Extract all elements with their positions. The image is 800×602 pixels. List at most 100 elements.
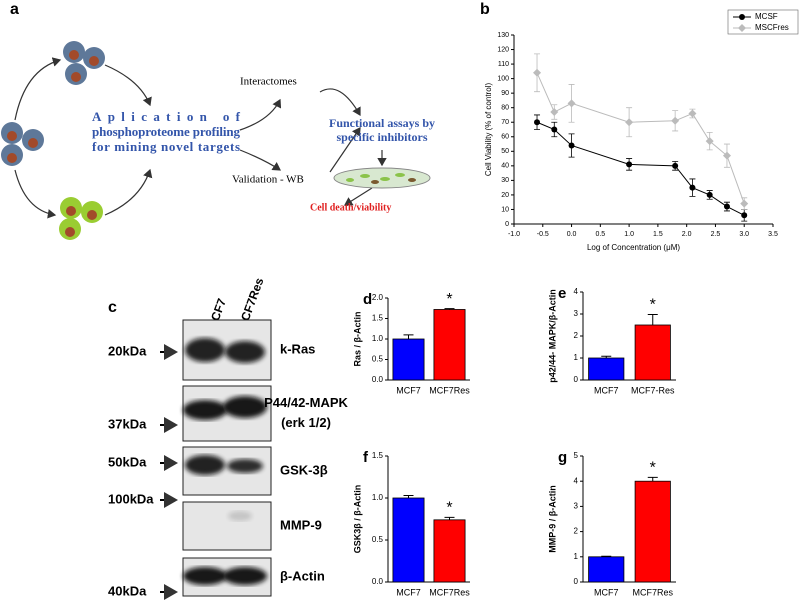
- x-tick-label: 3.5: [768, 231, 778, 238]
- marker-label: 20kDa: [108, 343, 147, 358]
- x-tick-label: MCF7: [594, 587, 619, 597]
- point: [706, 191, 713, 198]
- y-tick-label: 0: [505, 221, 509, 228]
- y-axis-label: GSK3β / β-Actin: [352, 485, 362, 554]
- point: [534, 119, 541, 126]
- point: [672, 162, 679, 169]
- bar: [634, 324, 671, 381]
- y-tick-label: 130: [497, 32, 509, 39]
- y-tick-label: 20: [501, 192, 509, 199]
- legend-label: MSCFres: [755, 23, 789, 32]
- y-tick-label: 0.5: [372, 535, 384, 544]
- bar: [392, 338, 425, 381]
- annotation: *: [650, 297, 656, 314]
- x-tick-label: 1.0: [624, 231, 634, 238]
- legend-marker: [738, 24, 746, 32]
- band: [225, 341, 265, 363]
- legend-box: [727, 9, 799, 35]
- marker-label: 50kDa: [108, 454, 147, 469]
- y-tick-label: 80: [501, 105, 509, 112]
- bar: [588, 556, 625, 583]
- x-tick-label: 3.0: [739, 231, 749, 238]
- band: [183, 567, 227, 585]
- y-tick-label: 1: [574, 353, 579, 362]
- error-bar: [444, 516, 455, 520]
- center-text: for mining novel targets: [92, 139, 240, 154]
- y-tick-label: 2: [574, 331, 579, 340]
- y-tick-label: 120: [497, 46, 509, 53]
- legend-marker: [739, 14, 745, 20]
- error-bar: [647, 476, 658, 482]
- panel-label: a: [10, 1, 19, 18]
- cells-top: [63, 41, 105, 85]
- error-bar: [403, 334, 414, 339]
- y-axis-label: MMP-9 / β-Actin: [547, 485, 557, 553]
- marker-label: 37kDa: [108, 416, 147, 431]
- bar: [433, 519, 466, 583]
- protein-label: MMP-9: [280, 517, 322, 532]
- y-tick-label: 0.0: [372, 577, 384, 586]
- protein-label: P44/42-MAPK: [264, 395, 348, 410]
- y-tick-label: 0.0: [372, 375, 384, 384]
- y-axis-label: Ras / β-Actin: [352, 311, 362, 366]
- series-line: [536, 121, 745, 216]
- point: [625, 118, 634, 127]
- x-tick-label: MCF7: [594, 385, 619, 395]
- y-tick-label: 90: [501, 90, 509, 97]
- y-tick-label: 1.0: [372, 493, 384, 502]
- center-text: Aplication of: [92, 109, 241, 124]
- error-bar: [647, 313, 658, 325]
- panel-label: f: [363, 449, 369, 466]
- x-tick-label: 2.0: [682, 231, 692, 238]
- x-tick-label: 1.5: [653, 231, 663, 238]
- y-tick-label: 10: [501, 206, 509, 213]
- y-tick-label: 1.5: [372, 314, 384, 323]
- x-tick-label: 0.5: [595, 231, 605, 238]
- x-tick-label: MCF7: [396, 587, 421, 597]
- point: [740, 199, 749, 208]
- point: [723, 203, 730, 210]
- y-tick-label: 1.5: [372, 451, 384, 460]
- x-tick-label: -1.0: [508, 231, 520, 238]
- x-tick-label: MCF7Res: [429, 587, 470, 597]
- point: [567, 99, 576, 108]
- diagram: a: [1, 1, 435, 240]
- point: [626, 161, 633, 168]
- node-text: Validation - WB: [232, 174, 304, 186]
- point: [689, 184, 696, 191]
- panel-label: c: [108, 299, 117, 316]
- bar: [392, 497, 425, 583]
- y-tick-label: 110: [498, 61, 509, 68]
- band: [183, 400, 227, 420]
- band: [228, 511, 252, 521]
- y-tick-label: 0.5: [372, 355, 384, 364]
- marker-label: 40kDa: [108, 583, 147, 598]
- y-tick-label: 0: [574, 375, 579, 384]
- point: [671, 116, 680, 125]
- cells-bottom: [59, 197, 103, 240]
- y-tick-label: 100: [497, 75, 509, 82]
- panel-label: e: [558, 285, 566, 302]
- band: [223, 396, 267, 418]
- y-tick-label: 4: [574, 476, 579, 485]
- point: [705, 137, 714, 146]
- band: [185, 338, 225, 362]
- y-axis-label: Cell Viability (% of control): [484, 83, 493, 177]
- y-tick-label: 50: [501, 148, 509, 155]
- x-tick-label: MCF7: [396, 385, 421, 395]
- point: [550, 108, 559, 117]
- y-axis-label: p42/44- MAPK/β-Actin: [547, 289, 557, 383]
- band: [223, 567, 267, 585]
- y-tick-label: 2: [574, 527, 579, 536]
- blot-box: [182, 501, 272, 551]
- arrows: [14, 57, 387, 219]
- error-bar: [403, 494, 414, 498]
- annotation: *: [650, 460, 656, 477]
- series-line: [536, 72, 745, 204]
- petri-dish: [333, 167, 431, 189]
- band: [227, 459, 263, 473]
- x-tick-label: -0.5: [537, 231, 549, 238]
- x-tick-label: MCF7Res: [429, 385, 470, 395]
